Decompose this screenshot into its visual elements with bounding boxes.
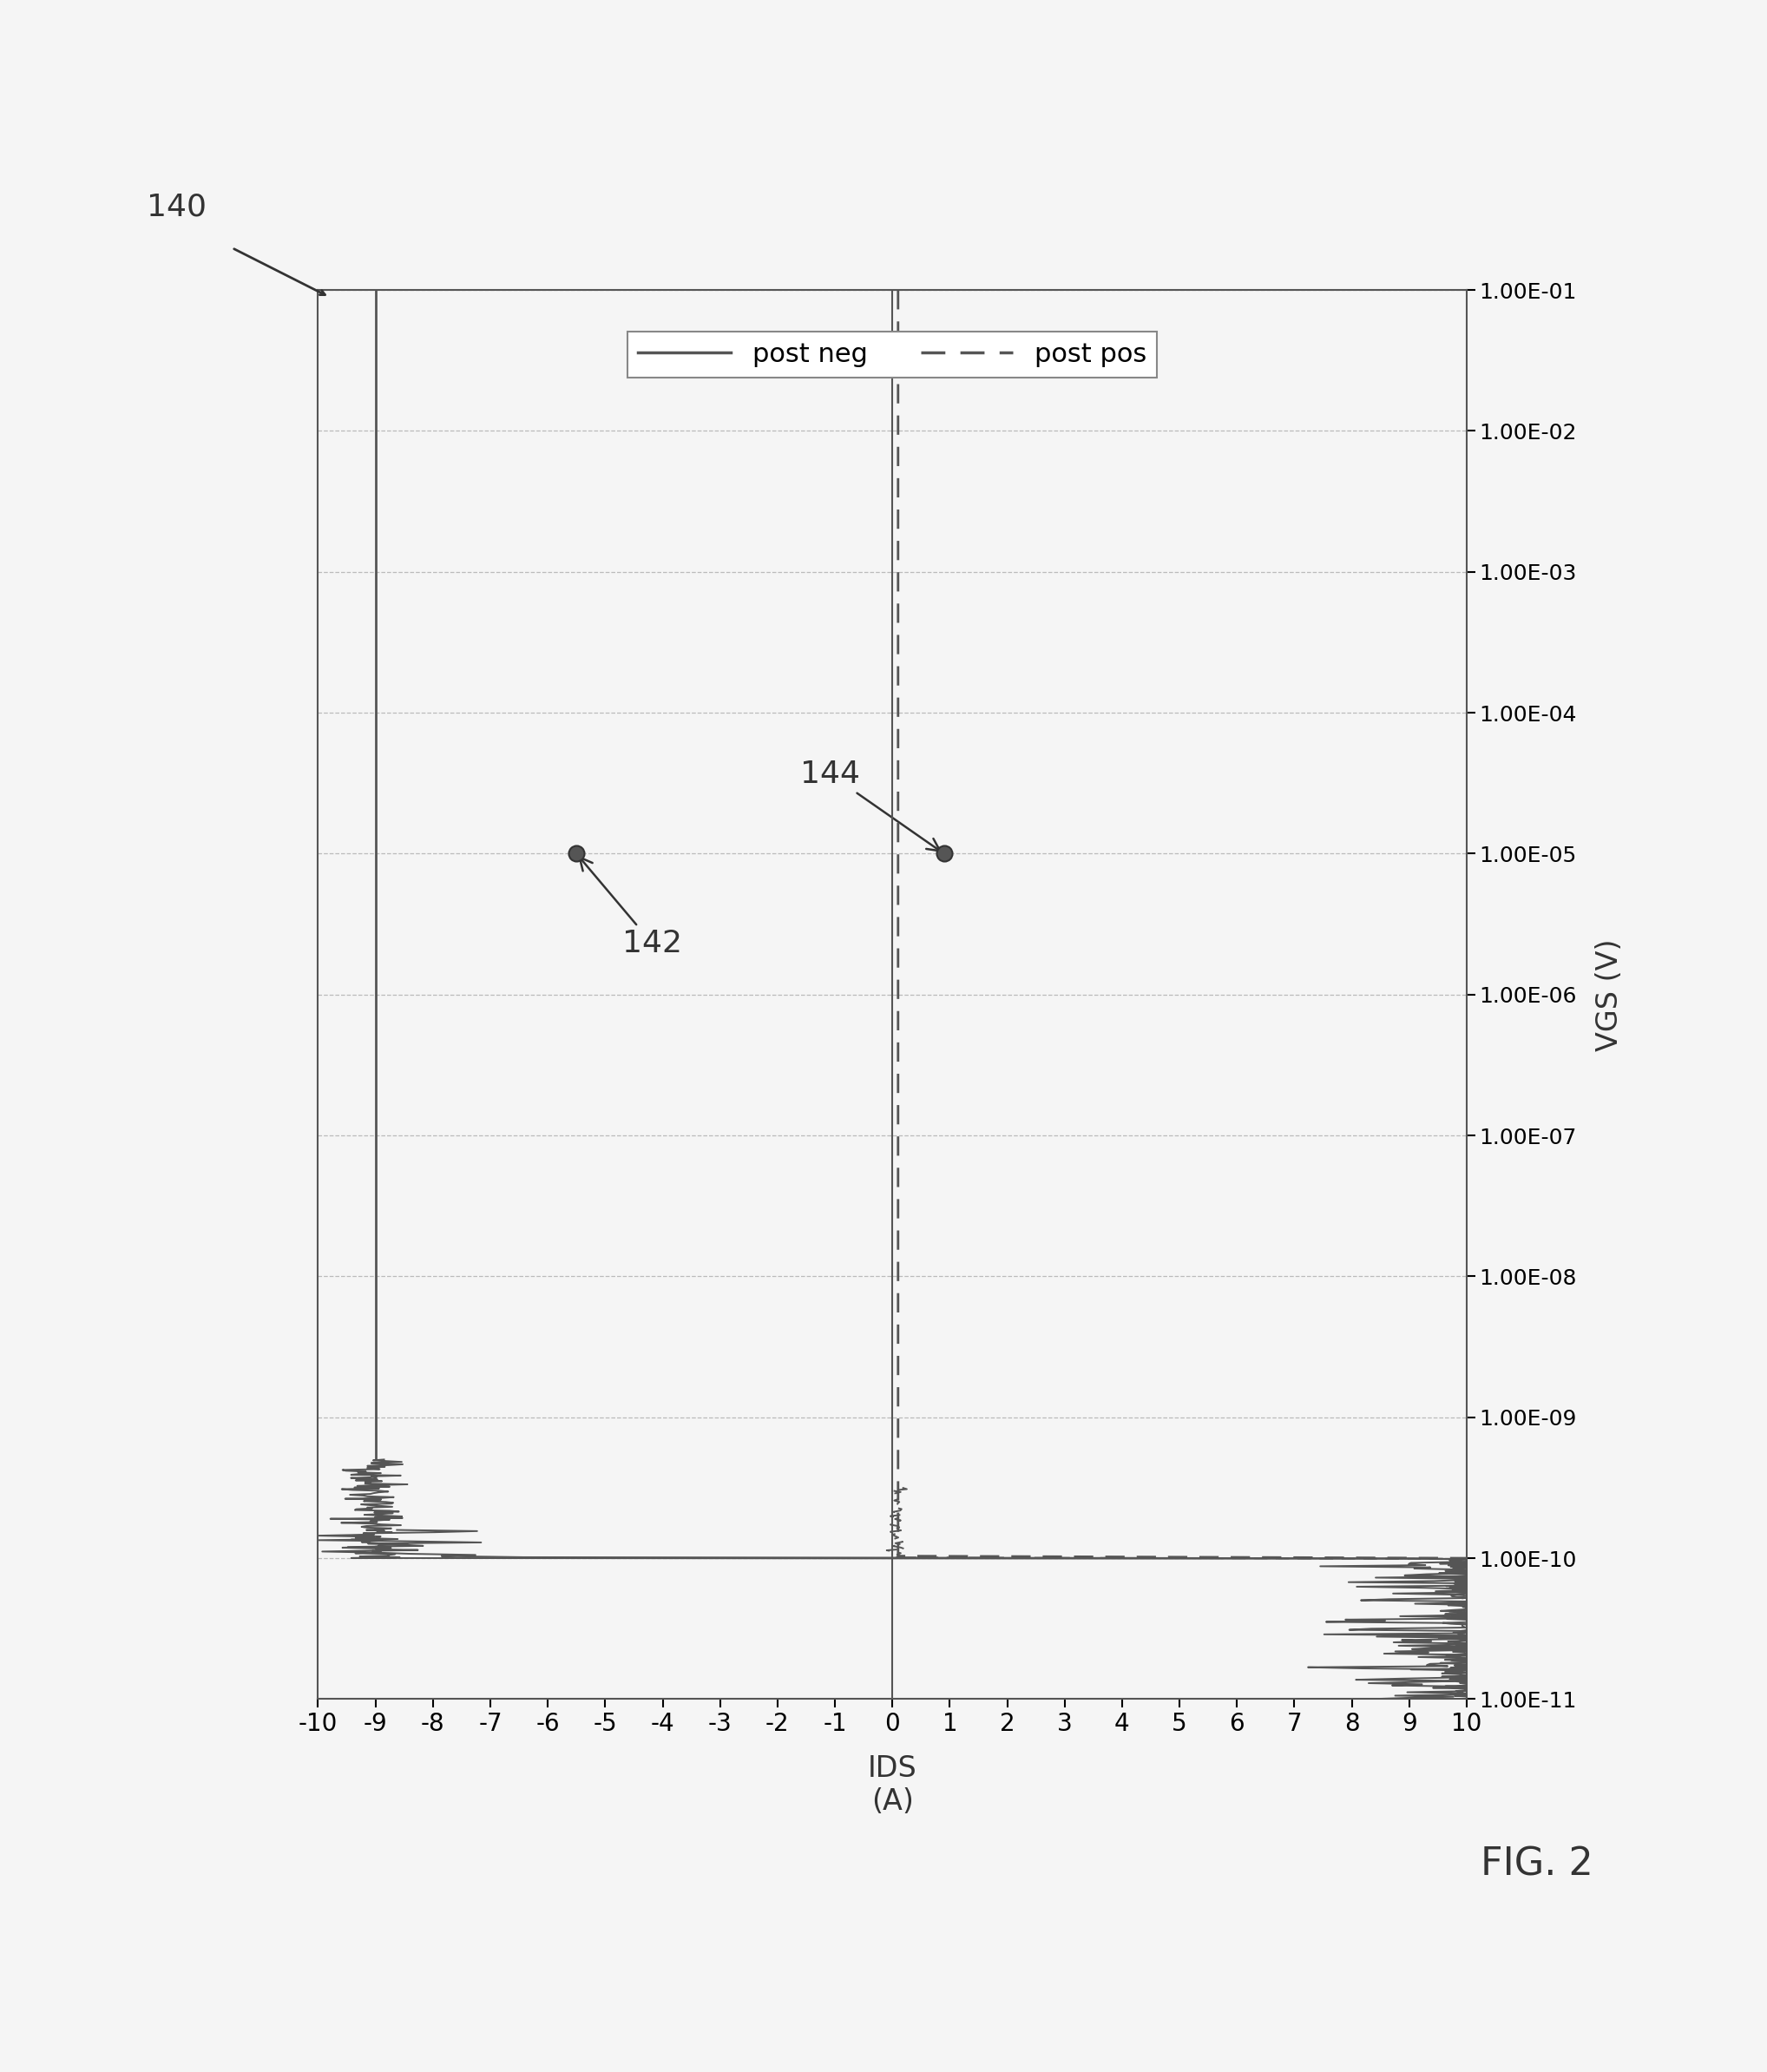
Legend: post neg, post pos: post neg, post pos [627,332,1157,377]
Text: FIG. 2: FIG. 2 [1481,1846,1594,1883]
Text: 144: 144 [800,760,940,852]
Text: 142: 142 [580,858,682,959]
Text: 140: 140 [147,193,207,222]
X-axis label: IDS
(A): IDS (A) [868,1755,917,1815]
Y-axis label: VGS (V): VGS (V) [1596,939,1624,1051]
